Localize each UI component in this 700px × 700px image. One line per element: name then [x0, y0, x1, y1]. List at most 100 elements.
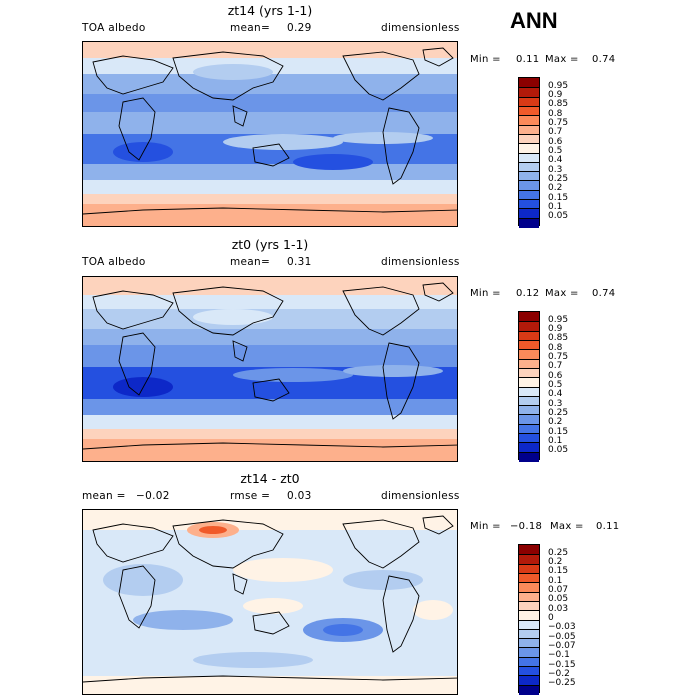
- colorbar-tick-label: 0.85: [548, 333, 569, 344]
- panel-2-title: zt0 (yrs 1-1): [231, 237, 309, 252]
- colorbar-segment: [519, 675, 539, 686]
- panel-1-max-value: 0.74: [592, 54, 616, 65]
- colorbar-segment: [519, 87, 539, 98]
- colorbar-segment: [519, 423, 539, 435]
- panel-2-map-field: [83, 277, 457, 461]
- colorbar-tick-label: 0.75: [548, 118, 569, 129]
- colorbar-segment: [519, 563, 539, 574]
- colorbar-tick-label: 0.6: [548, 136, 563, 147]
- colorbar-segment: [519, 143, 539, 154]
- colorbar-segment: [519, 171, 539, 182]
- colorbar-tick-label: 0.15: [548, 192, 569, 203]
- colorbar-tick-label: 0.15: [548, 566, 569, 577]
- colorbar-segment: [519, 189, 539, 201]
- panel-1-mean-label: mean=: [230, 22, 271, 34]
- panel-1-title: zt14 (yrs 1-1): [227, 3, 313, 18]
- colorbar-tick-label: 0.6: [548, 370, 563, 381]
- panel-3-colorbar: [518, 544, 540, 695]
- colorbar-segment: [519, 133, 539, 145]
- colorbar-tick-label: 0.05: [548, 211, 569, 222]
- colorbar-tick-label: 0.05: [548, 445, 569, 456]
- panel-3-mean-value: −0.02: [136, 490, 170, 502]
- panel-2-mean-value: 0.31: [287, 256, 312, 268]
- panel-3-rmse-label: rmse =: [230, 490, 271, 502]
- colorbar-tick-label: 0.5: [548, 380, 563, 390]
- colorbar-segment: [519, 367, 539, 379]
- colorbar-tick-label: 0.3: [548, 398, 563, 409]
- panel-3-map-field: [83, 510, 457, 694]
- colorbar-tick-label: 0.1: [548, 201, 563, 212]
- panel-1-map-field: [83, 42, 457, 226]
- colorbar-tick-label: 0.03: [548, 603, 569, 614]
- panel-3-min-value: −0.18: [510, 521, 543, 532]
- colorbar-tick-label: −0.1: [548, 650, 570, 661]
- colorbar-segment: [519, 115, 539, 126]
- colorbar-tick-label: 0.85: [548, 99, 569, 110]
- colorbar-segment: [519, 312, 539, 323]
- panel-2-max-value: 0.74: [592, 288, 616, 299]
- colorbar-tick-label: 0.1: [548, 575, 563, 586]
- colorbar-segment: [519, 199, 539, 210]
- panel-1-variable-label: TOA albedo: [82, 22, 146, 34]
- colorbar-segment: [519, 217, 539, 228]
- colorbar-segment: [519, 395, 539, 407]
- colorbar-segment: [519, 330, 539, 341]
- panel-1-mean-value: 0.29: [287, 22, 312, 34]
- colorbar-segment: [519, 647, 539, 658]
- colorbar-segment: [519, 414, 539, 425]
- colorbar-segment: [519, 358, 539, 369]
- panel-3-map: [82, 509, 458, 695]
- colorbar-segment: [519, 610, 539, 621]
- panel-2-max-label: Max =: [545, 288, 579, 299]
- colorbar-tick-label: 0.25: [548, 547, 569, 558]
- panel-3-units-label: dimensionless: [381, 490, 460, 502]
- colorbar-segment: [519, 124, 539, 135]
- panel-1-min-value: 0.11: [516, 54, 540, 65]
- colorbar-segment: [519, 96, 539, 107]
- panel-3-title: zt14 - zt0: [240, 471, 300, 486]
- colorbar-segment: [519, 208, 539, 219]
- colorbar-tick-label: 0.8: [548, 108, 563, 119]
- colorbar-tick-label: 0.3: [548, 164, 563, 175]
- colorbar-tick-label: 0.05: [548, 594, 569, 605]
- colorbar-segment: [519, 78, 539, 89]
- colorbar-tick-label: 0.75: [548, 352, 569, 363]
- colorbar-tick-label: 0.7: [548, 127, 563, 138]
- panel-2-units-label: dimensionless: [381, 256, 460, 268]
- colorbar-tick-label: 0.95: [548, 80, 569, 91]
- colorbar-tick-label: 0.07: [548, 585, 569, 596]
- panel-2-min-value: 0.12: [516, 288, 540, 299]
- panel-2-mean-label: mean=: [230, 256, 271, 268]
- panel-2-variable-label: TOA albedo: [82, 256, 146, 268]
- colorbar-segment: [519, 666, 539, 677]
- colorbar-tick-label: 0.9: [548, 90, 563, 101]
- panel-1-colorbar: [518, 77, 540, 228]
- colorbar-tick-label: 0.25: [548, 407, 569, 418]
- colorbar-segment: [519, 656, 539, 668]
- colorbar-tick-label: 0.2: [548, 183, 563, 194]
- colorbar-segment: [519, 105, 539, 117]
- colorbar-tick-label: 0.15: [548, 426, 569, 437]
- colorbar-segment: [519, 349, 539, 360]
- panel-2-min-label: Min =: [470, 288, 501, 299]
- colorbar-segment: [519, 386, 539, 397]
- colorbar-segment: [519, 405, 539, 416]
- colorbar-tick-label: −0.15: [548, 659, 576, 670]
- panel-2-colorbar: [518, 311, 540, 462]
- colorbar-tick-label: −0.03: [548, 622, 576, 633]
- colorbar-segment: [519, 161, 539, 173]
- colorbar-tick-label: −0.07: [548, 640, 576, 651]
- panel-1-max-label: Max =: [545, 54, 579, 65]
- season-label: ANN: [510, 8, 558, 33]
- colorbar-segment: [519, 451, 539, 462]
- colorbar-segment: [519, 152, 539, 163]
- panel-3-min-label: Min =: [470, 521, 501, 532]
- panel-3-rmse-value: 0.03: [287, 490, 312, 502]
- colorbar-tick-label: 0.4: [548, 155, 563, 166]
- colorbar-tick-label: 0.1: [548, 435, 563, 446]
- colorbar-tick-label: 0.9: [548, 324, 563, 335]
- colorbar-tick-label: 0.5: [548, 146, 563, 156]
- colorbar-segment: [519, 545, 539, 556]
- colorbar-segment: [519, 321, 539, 332]
- colorbar-tick-label: 0.95: [548, 314, 569, 325]
